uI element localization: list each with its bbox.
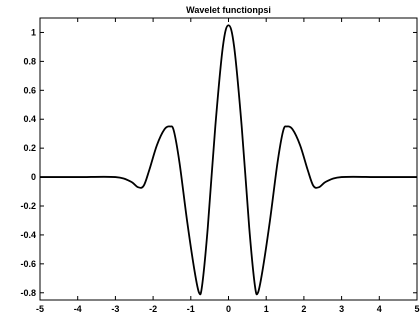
x-tick-label: 3: [339, 304, 344, 314]
plot-frame: [39, 17, 418, 301]
series-line-psi: [39, 24, 417, 296]
y-tick-label: 0.6: [23, 85, 36, 95]
axis-tick-labels: -5 -4 -3 -2 -1 0 1 2 3 4 5 1 0.8 0.6 0.4 0.2 0 -0.2 -0.4 -0…: [20, 27, 419, 314]
axis-ticks: [39, 18, 418, 300]
series-layer: [39, 24, 417, 296]
y-tick-label: 0: [31, 172, 36, 182]
y-tick-label: 0.2: [23, 143, 36, 153]
x-tick-label: -5: [36, 304, 44, 314]
y-tick-label: -0.8: [20, 288, 36, 298]
y-tick-label: -0.4: [20, 230, 36, 240]
x-tick-label: -4: [74, 304, 82, 314]
x-tick-label: -2: [149, 304, 157, 314]
x-tick-label: -3: [111, 304, 119, 314]
x-tick-label: -1: [187, 304, 195, 314]
y-tick-label: -0.2: [20, 201, 36, 211]
x-tick-label: 1: [264, 304, 269, 314]
chart-title: Wavelet functionpsi: [186, 5, 271, 15]
x-tick-label: 4: [377, 304, 382, 314]
y-tick-label: 0.4: [23, 114, 36, 124]
x-tick-label: 0: [226, 304, 231, 314]
y-tick-label: 1: [31, 27, 36, 37]
y-tick-label: -0.6: [20, 259, 36, 269]
x-tick-label: 5: [414, 304, 419, 314]
x-tick-label: 2: [301, 304, 306, 314]
y-tick-label: 0.8: [23, 56, 36, 66]
